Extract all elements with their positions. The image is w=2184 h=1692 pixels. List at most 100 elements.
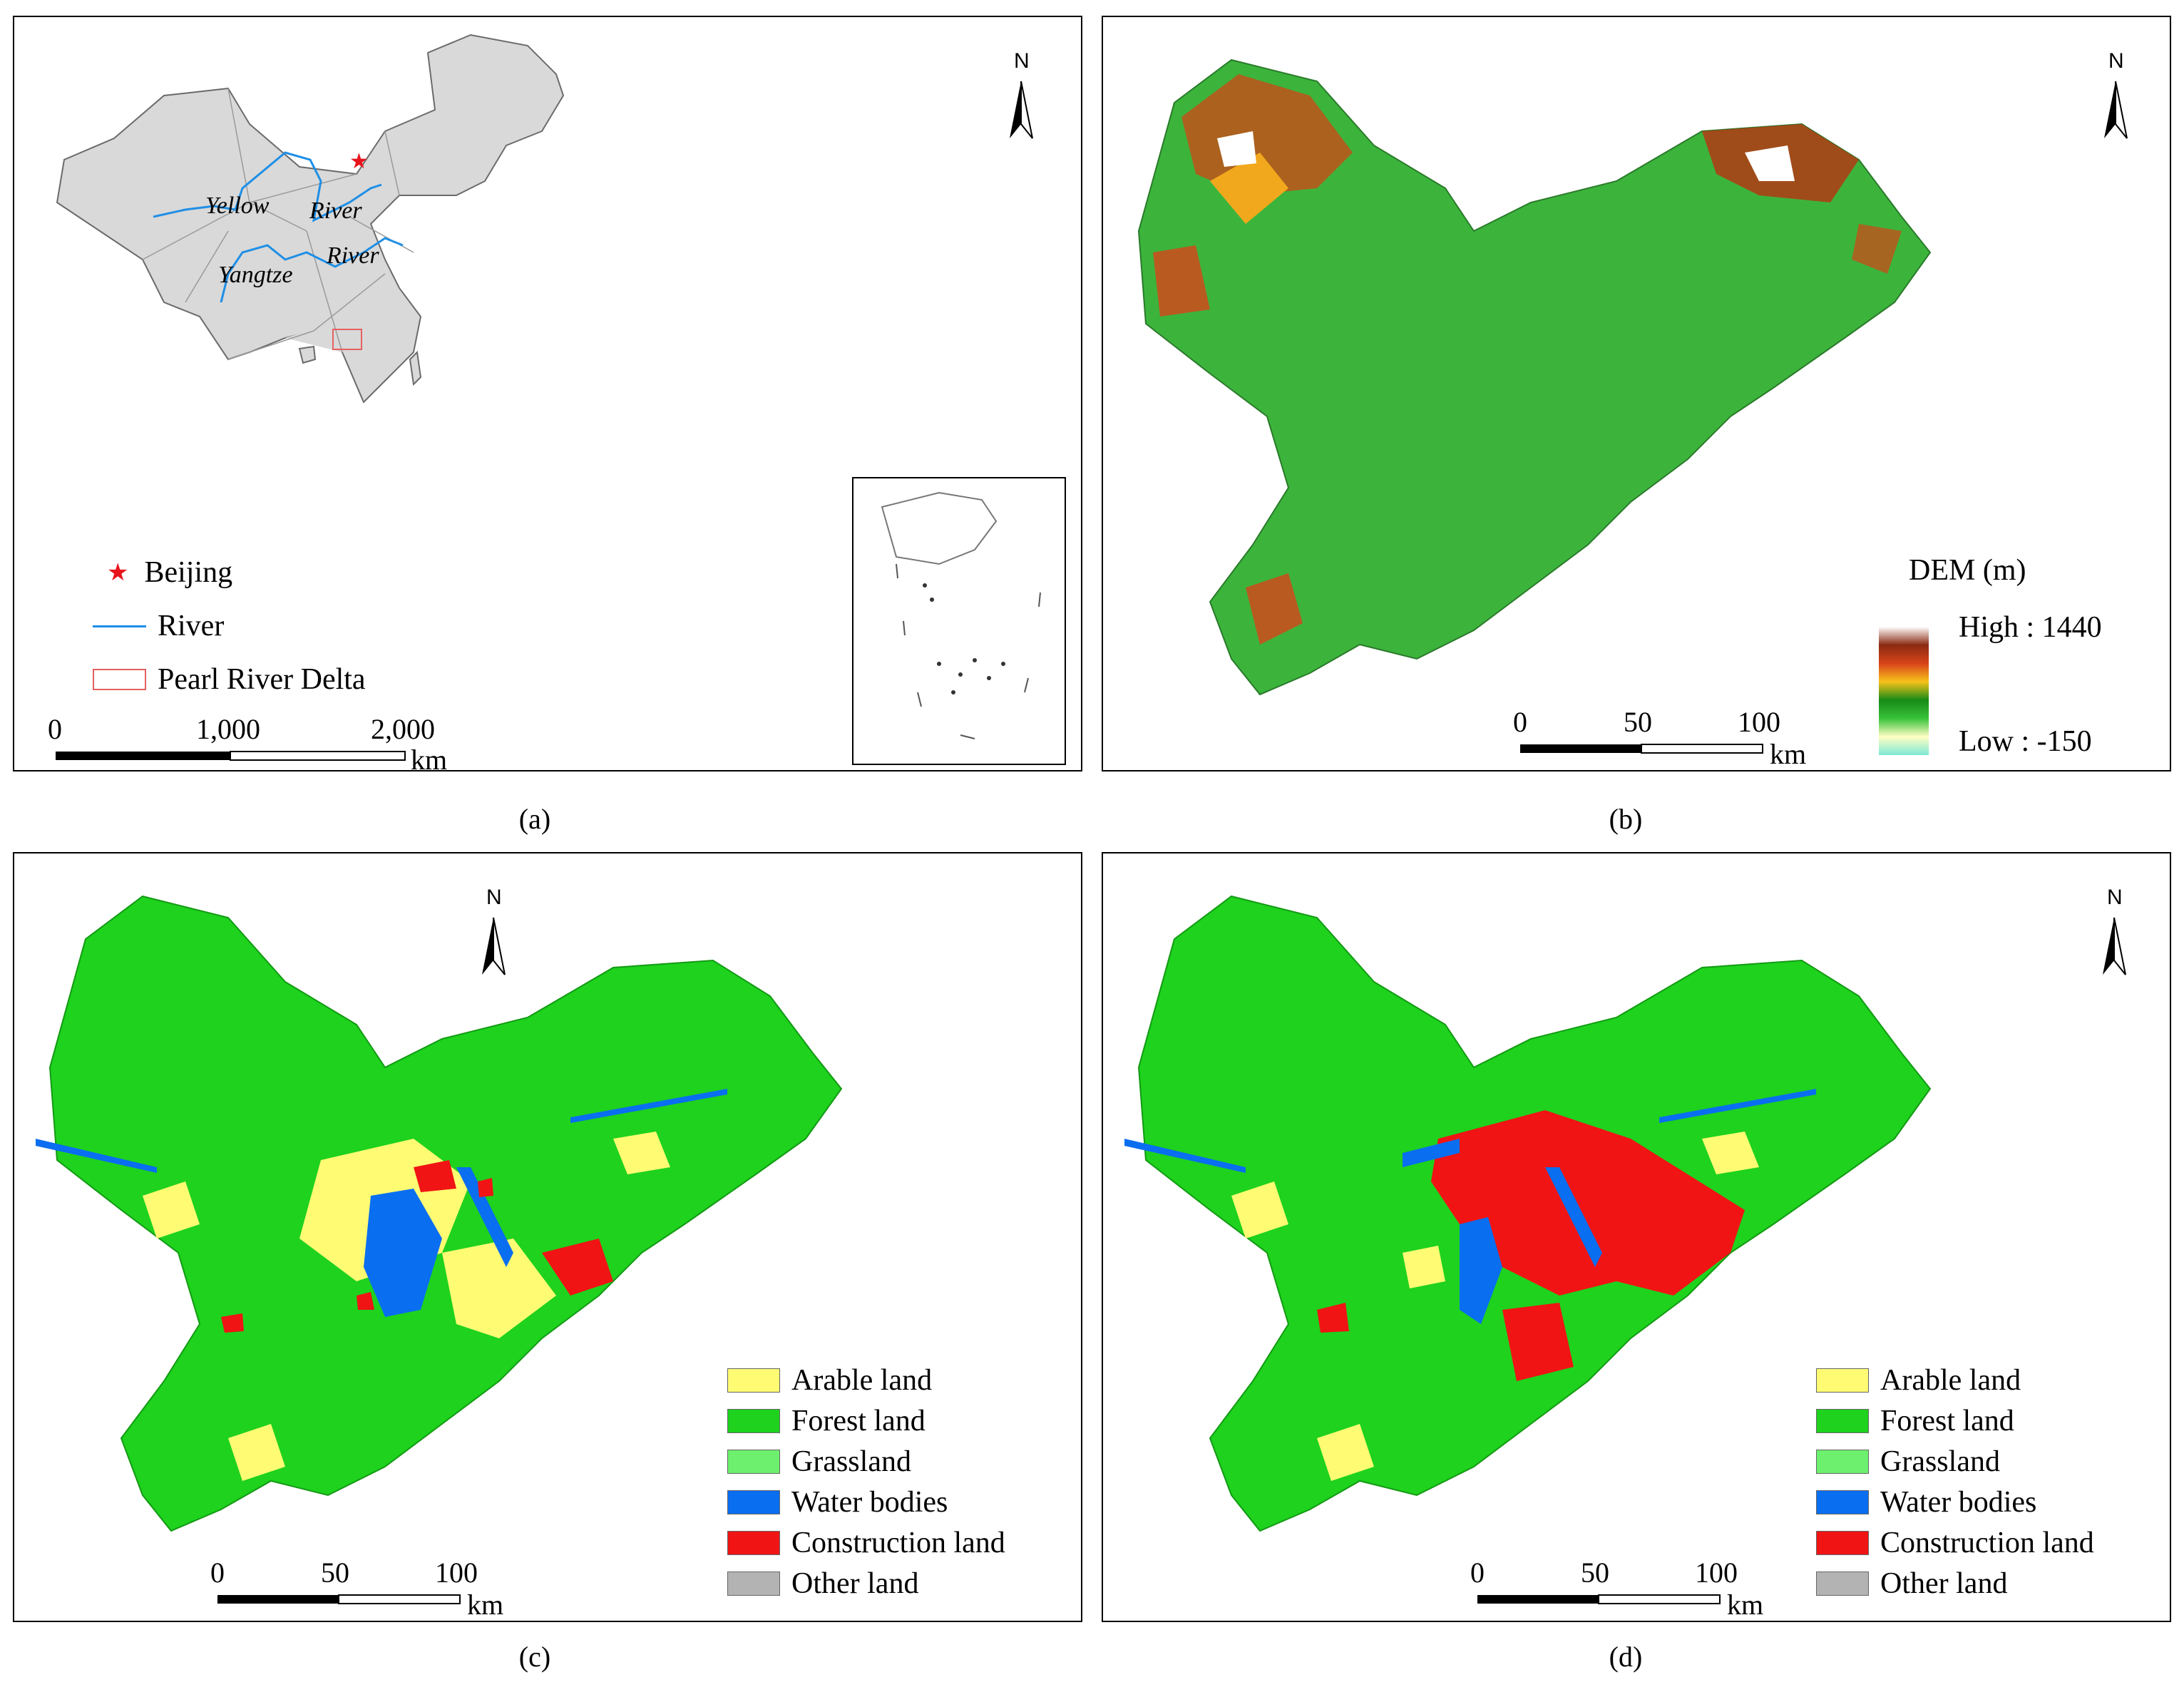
legend-item-arable-land: Arable land [727,1363,932,1398]
scale-tick-2: 100 [1695,1557,1738,1589]
legend-label: Construction land [1880,1527,2094,1559]
north-arrow-icon [2103,917,2126,975]
inset-svg [881,491,1041,739]
legend-item-grassland: Grassland [727,1445,911,1479]
legend-swatch [1816,1409,1869,1433]
water-patches [1124,1089,1816,1324]
yangtze-label: Yangtze [218,262,293,288]
legend-item-forest-land: Forest land [1816,1404,2014,1438]
scale-bar-filled [1520,744,1641,753]
nine-dash-line [896,563,1041,739]
legend-item-water-bodies: Water bodies [727,1485,948,1519]
north-arrow-icon [2104,81,2128,139]
scale-tick-0: 0 [1513,706,1527,738]
dem-map-svg [1137,58,2128,754]
legend-item-other-land: Other land [1816,1567,2007,1601]
yellow-river-label: Yellow [205,193,270,219]
scale-unit: km [1727,1589,1764,1621]
dem-highland-patches [1153,74,1902,645]
legend-item-grassland: Grassland [1816,1445,2000,1479]
scale-tick-1: 50 [321,1557,349,1589]
landuse-d-svg [1124,895,2126,1604]
yangtze-river-line [220,237,404,303]
scale-tick-0: 0 [1470,1557,1485,1589]
legend-item-construction-land: Construction land [1816,1526,2094,1560]
legend-item-other-land: Other land [727,1567,918,1601]
legend-label: Forest land [791,1405,926,1437]
legend-river: River [93,609,224,643]
caption-a: (a) [518,803,551,835]
scale-bar-filled [1477,1595,1599,1604]
scale-bar-filled [217,1595,339,1604]
scale-bar-open [338,1594,461,1604]
scale-bar-open [230,751,406,761]
prd-boundary [332,329,362,350]
legend-label: Other land [1880,1567,2008,1600]
legend-swatch [727,1531,780,1555]
legend-item-forest-land: Forest land [727,1404,926,1438]
legend-swatch [727,1571,780,1596]
taiwan-island [409,350,422,386]
legend-label: Grassland [1880,1445,2000,1478]
dem-high-label: High : 1440 [1959,611,2102,644]
dem-color-ramp [1879,627,1929,755]
north-label: N [2108,49,2124,73]
legend-swatch [727,1409,780,1433]
prd-dem-shape [1137,58,1932,696]
scale-tick-1: 50 [1581,1557,1609,1589]
scale-bar-filled [56,752,230,760]
scale-tick-2: 100 [1738,706,1780,738]
legend-prd-label: Pearl River Delta [158,663,366,696]
legend-river-label: River [158,610,225,642]
panel-c-landuse-map: N Arable land Forest land Grassland Water b… [13,852,1082,1622]
scale-tick-2: 2,000 [371,713,435,745]
scale-tick-1: 1,000 [196,713,260,745]
dem-low-label: Low : -150 [1959,725,2092,758]
boundary-box-icon [93,669,146,690]
yellow-river-river-label: River [309,198,362,224]
inset-islands [923,583,1005,694]
star-icon: ★ [107,558,129,587]
province-boundaries [142,88,414,360]
north-label: N [2107,886,2123,909]
legend-label: Water bodies [1880,1486,2037,1519]
legend-label: Other land [791,1567,919,1600]
legend-swatch [727,1368,780,1393]
river-line-icon [93,625,146,627]
legend-item-arable-land: Arable land [1816,1363,2021,1398]
panel-d-landuse-map: N Arable land Forest land Grassland Water b… [1102,852,2171,1622]
legend-label: Water bodies [791,1486,948,1519]
legend-label: Construction land [791,1527,1005,1559]
scale-bar-open [1641,744,1763,754]
legend-beijing: ★ Beijing [107,555,232,590]
legend-prd: Pearl River Delta [93,662,366,697]
north-arrow-icon [1010,81,1033,139]
beijing-star-icon: ★ [349,149,369,174]
scale-tick-0: 0 [210,1557,225,1589]
north-label: N [1014,49,1030,73]
arable-patches [1231,1132,1759,1481]
caption-d: (d) [1609,1641,1643,1673]
scale-tick-2: 100 [435,1557,478,1589]
scale-unit: km [467,1589,504,1621]
legend-label: Arable land [1880,1364,2021,1397]
north-arrow-icon [482,917,506,975]
yangtze-river-river-label: River [327,242,379,269]
hainan-island [298,345,317,364]
panel-b-dem-map: N DEM (m) High : 1440 Low : -150 0 50 10… [1102,16,2171,771]
legend-swatch [1816,1531,1869,1555]
legend-swatch [1816,1450,1869,1474]
legend-swatch [1816,1368,1869,1393]
scale-tick-1: 50 [1624,706,1652,738]
construction-patches [1317,1110,1745,1381]
legend-label: Grassland [791,1445,911,1478]
china-outline-east [285,302,414,359]
caption-b: (b) [1609,803,1643,835]
water-patches [36,1089,727,1317]
legend-label: Arable land [791,1364,933,1397]
scale-unit: km [1770,738,1807,770]
landuse-c-svg [36,895,843,1604]
yellow-river-line [153,151,382,222]
legend-swatch [727,1450,780,1474]
scale-tick-0: 0 [48,713,62,745]
